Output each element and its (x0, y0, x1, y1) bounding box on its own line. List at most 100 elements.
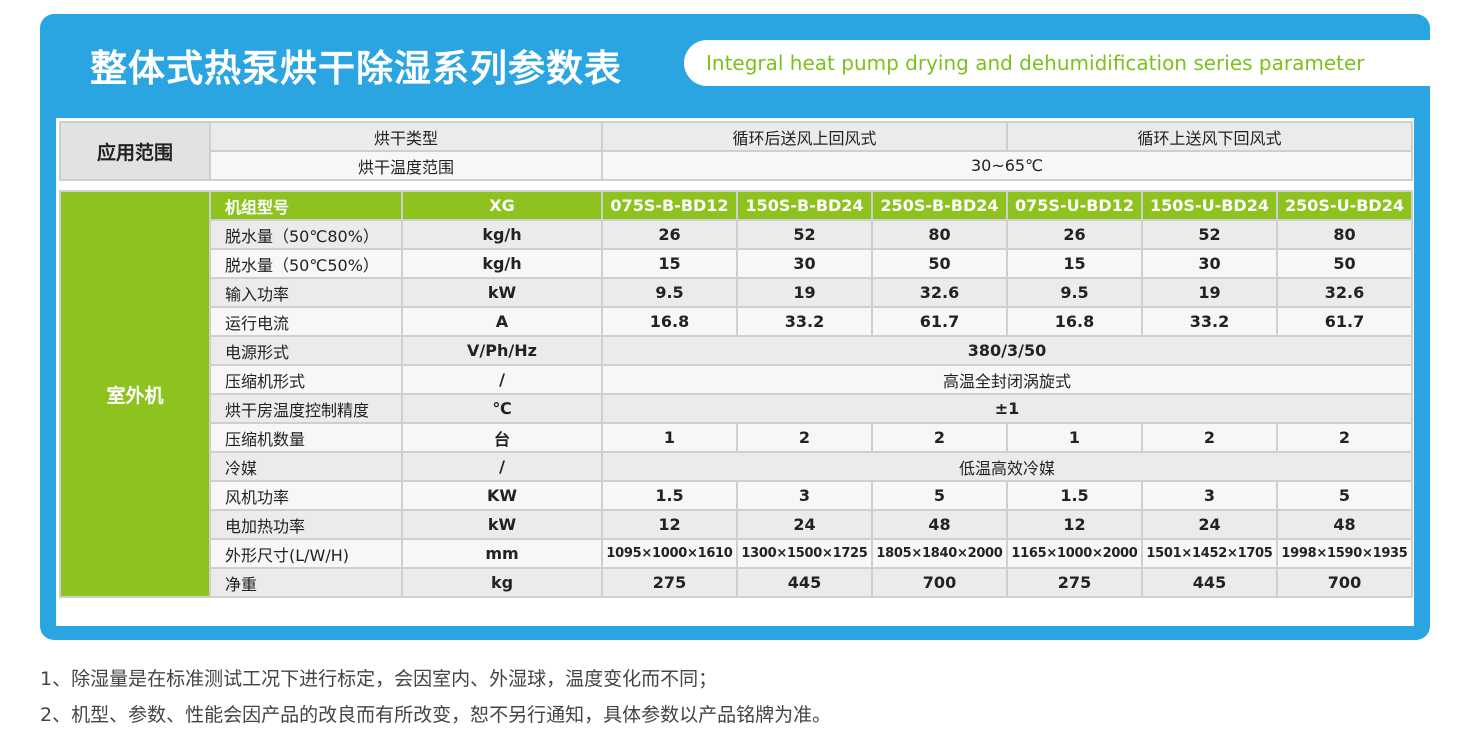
table-row: 风机功率 KW 1.5 3 5 1.5 3 5 (60, 480, 1413, 511)
cell: 15 (601, 248, 738, 279)
cell: 2 (1276, 422, 1413, 453)
unit: 台 (401, 422, 603, 453)
unit: / (401, 451, 603, 482)
cell: 5 (1276, 480, 1413, 511)
cell: 1 (1006, 422, 1143, 453)
cell: 30 (1141, 248, 1278, 279)
column-header: 075S-B-BD12 (601, 190, 738, 221)
cell: 700 (871, 567, 1008, 598)
row-label: 压缩机形式 (209, 364, 403, 395)
cell: 2 (736, 422, 873, 453)
cell: 52 (736, 219, 873, 250)
row-label: 烘干房温度控制精度 (209, 393, 403, 424)
cell: 32.6 (871, 277, 1008, 308)
column-header: 250S-B-BD24 (871, 190, 1008, 221)
table-row: 压缩机形式 / 高温全封闭涡旋式 (60, 364, 1413, 395)
cell: 1.5 (1006, 480, 1143, 511)
column-header: 150S-B-BD24 (736, 190, 873, 221)
cell: 19 (1141, 277, 1278, 308)
cell: 48 (1276, 509, 1413, 540)
cell: 80 (871, 219, 1008, 250)
cell: 50 (871, 248, 1008, 279)
unit: V/Ph/Hz (401, 335, 603, 366)
table-row: 脱水量（50℃50%） kg/h 15 30 50 15 30 50 (60, 248, 1413, 279)
cell: ±1 (601, 393, 1413, 424)
cell: 33.2 (1141, 306, 1278, 337)
cell: 1.5 (601, 480, 738, 511)
cell: 9.5 (601, 277, 738, 308)
unit: kg/h (401, 248, 603, 279)
cell: 2 (871, 422, 1008, 453)
cell: 445 (1141, 567, 1278, 598)
cell: 1501×1452×1705 (1141, 538, 1278, 569)
section-label: 应用范围 (59, 121, 211, 181)
column-header: 250S-U-BD24 (1276, 190, 1413, 221)
cell: 1165×1000×2000 (1006, 538, 1143, 569)
cell: 16.8 (1006, 306, 1143, 337)
row-label: 脱水量（50℃80%） (209, 219, 403, 250)
cell: 52 (1141, 219, 1278, 250)
note: 1、除湿量是在标准测试工况下进行标定，会因室内、外湿球，温度变化而不同； (40, 668, 718, 690)
cell: 1805×1840×2000 (871, 538, 1008, 569)
section-label: 室外机 (59, 190, 211, 598)
note: 2、机型、参数、性能会因产品的改良而有所改变，恕不另行通知，具体参数以产品铭牌为… (40, 704, 832, 726)
header-row: 室外机 机组型号 XG 075S-B-BD12 150S-B-BD24 250S-B-BD… (59, 190, 1413, 598)
cell: 26 (1006, 219, 1143, 250)
table-row: 输入功率 kW 9.5 19 32.6 9.5 19 32.6 (60, 277, 1413, 308)
row-label: 压缩机数量 (209, 422, 403, 453)
row-label: 净重 (209, 567, 403, 598)
cell: 1998×1590×1935 (1276, 538, 1413, 569)
table-row: 电源形式 V/Ph/Hz 380/3/50 (60, 335, 1413, 366)
cell: 循环上送风下回风式 (1006, 121, 1413, 152)
application-table: 应用范围 烘干类型 循环后送风上回风式 循环上送风下回风式 烘干温度范围 30~65℃ (59, 121, 1413, 181)
cell: 高温全封闭涡旋式 (601, 364, 1413, 395)
unit: A (401, 306, 603, 337)
cell: 1095×1000×1610 (601, 538, 738, 569)
unit: mm (401, 538, 603, 569)
row-label: 烘干温度范围 (209, 150, 603, 181)
cell: 33.2 (736, 306, 873, 337)
cell: 9.5 (1006, 277, 1143, 308)
unit: kg/h (401, 219, 603, 250)
cell: 15 (1006, 248, 1143, 279)
table-row: 脱水量（50℃80%） kg/h 26 52 80 26 52 80 (60, 219, 1413, 250)
row-label: 冷媒 (209, 451, 403, 482)
table-row: 烘干温度范围 30~65℃ (60, 150, 1413, 181)
cell: 445 (736, 567, 873, 598)
table-row: 压缩机数量台 1 2 2 1 2 2 (60, 422, 1413, 453)
table-row: 净重 kg 275 445 700 275 445 700 (60, 567, 1413, 598)
row-label: 烘干类型 (209, 121, 603, 152)
outdoor-table: 室外机 机组型号 XG 075S-B-BD12 150S-B-BD24 250S-B-BD… (59, 190, 1413, 598)
table-row: 烘干房温度控制精度 ℃ ±1 (60, 393, 1413, 424)
cell: 低温高效冷媒 (601, 451, 1413, 482)
cell: 30~65℃ (601, 150, 1413, 181)
row-label: 运行电流 (209, 306, 403, 337)
row-label: 输入功率 (209, 277, 403, 308)
column-header: XG (401, 190, 603, 221)
cell: 80 (1276, 219, 1413, 250)
column-header: 150S-U-BD24 (1141, 190, 1278, 221)
table-row: 电加热功率 kW 12 24 48 12 24 48 (60, 509, 1413, 540)
unit: KW (401, 480, 603, 511)
row-label: 风机功率 (209, 480, 403, 511)
unit: kg (401, 567, 603, 598)
cell: 1300×1500×1725 (736, 538, 873, 569)
unit: / (401, 364, 603, 395)
cell: 2 (1141, 422, 1278, 453)
cell: 12 (601, 509, 738, 540)
unit: ℃ (401, 393, 603, 424)
row-label: 电源形式 (209, 335, 403, 366)
unit: kW (401, 277, 603, 308)
title: 整体式热泵烘干除湿系列参数表 (90, 47, 622, 90)
table-row: 冷媒 / 低温高效冷媒 (60, 451, 1413, 482)
cell: 380/3/50 (601, 335, 1413, 366)
cell: 5 (871, 480, 1008, 511)
cell: 50 (1276, 248, 1413, 279)
cell: 12 (1006, 509, 1143, 540)
column-header: 机组型号 (209, 190, 403, 221)
cell: 32.6 (1276, 277, 1413, 308)
cell: 61.7 (1276, 306, 1413, 337)
table-row: 外形尺寸(L/W/H) mm 1095×1000×1610 1300×1500×172… (60, 538, 1413, 569)
cell: 61.7 (871, 306, 1008, 337)
